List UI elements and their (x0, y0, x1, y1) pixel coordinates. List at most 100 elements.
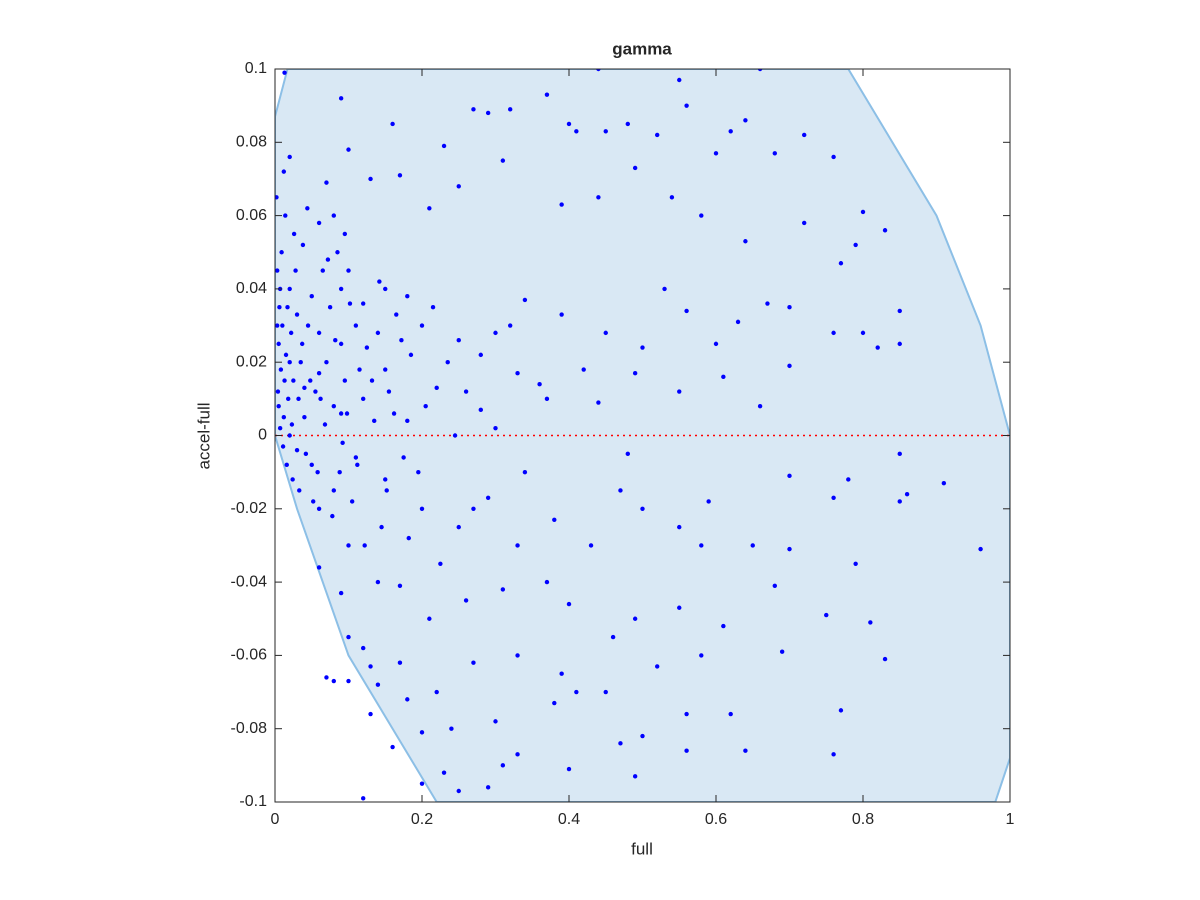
x-tick-label: 1 (1006, 811, 1015, 828)
point (721, 374, 726, 380)
point (289, 422, 295, 427)
point (456, 524, 461, 530)
point (699, 213, 704, 218)
point (305, 323, 311, 328)
point (284, 462, 289, 468)
point (632, 165, 638, 171)
point (802, 132, 807, 138)
point (302, 385, 307, 391)
point (294, 312, 300, 317)
point (302, 414, 307, 420)
point (684, 103, 689, 108)
point (408, 352, 414, 358)
point (500, 763, 506, 768)
point (471, 107, 476, 112)
point (427, 616, 432, 621)
point (445, 360, 450, 365)
point (471, 660, 476, 665)
point (278, 367, 284, 372)
point (315, 469, 320, 475)
point (276, 341, 281, 347)
point (596, 195, 601, 200)
point (787, 305, 792, 310)
point (655, 132, 660, 138)
point (669, 195, 675, 200)
point (559, 202, 564, 207)
point (978, 546, 983, 552)
point (515, 653, 520, 658)
point (355, 462, 360, 468)
point (377, 279, 382, 284)
point (337, 469, 342, 475)
y-tick-label: -0.04 (231, 573, 268, 590)
point (390, 744, 395, 750)
point (286, 396, 291, 402)
point (281, 414, 287, 420)
x-axis-label: full (631, 839, 653, 858)
point (662, 286, 667, 292)
point (456, 184, 461, 189)
point (485, 495, 491, 501)
point (291, 378, 296, 383)
point (897, 451, 902, 457)
point (699, 653, 704, 658)
point (383, 367, 388, 372)
point (566, 121, 572, 127)
point (625, 451, 630, 457)
point (368, 664, 373, 669)
point (640, 733, 645, 739)
point (897, 499, 902, 504)
point (721, 623, 726, 629)
point (772, 151, 777, 156)
point (882, 656, 888, 662)
point (596, 400, 601, 405)
point (364, 345, 370, 350)
point (316, 330, 322, 336)
y-tick-label: -0.06 (231, 647, 268, 664)
point (500, 158, 506, 163)
chart-title: gamma (612, 39, 672, 58)
point (294, 447, 300, 453)
point (346, 678, 351, 684)
point (299, 341, 305, 347)
point (287, 154, 292, 160)
point (394, 312, 399, 317)
point (338, 286, 344, 292)
point (544, 92, 550, 97)
x-tick-label: 0 (271, 811, 280, 828)
y-axis-label: accel-full (194, 402, 213, 469)
point (342, 231, 348, 237)
point (346, 543, 351, 548)
point (342, 378, 348, 383)
point (316, 506, 322, 511)
point (324, 180, 329, 185)
point (677, 77, 682, 83)
y-tick-label: -0.1 (239, 793, 267, 810)
x-tick-label: 0.4 (558, 811, 580, 828)
point (677, 605, 682, 610)
point (588, 543, 594, 548)
point (288, 330, 294, 336)
point (566, 601, 572, 607)
point (684, 748, 689, 753)
point (406, 535, 411, 541)
point (318, 396, 323, 402)
point (493, 719, 498, 724)
point (640, 506, 645, 511)
point (765, 301, 770, 306)
point (632, 616, 638, 621)
point (831, 154, 836, 160)
point (897, 341, 902, 347)
point (275, 268, 280, 273)
point (779, 649, 785, 654)
point (287, 360, 292, 365)
point (574, 129, 579, 134)
point (713, 341, 719, 347)
point (743, 239, 748, 244)
point (368, 176, 373, 182)
point (640, 345, 645, 350)
point (309, 294, 314, 299)
point (544, 579, 550, 585)
